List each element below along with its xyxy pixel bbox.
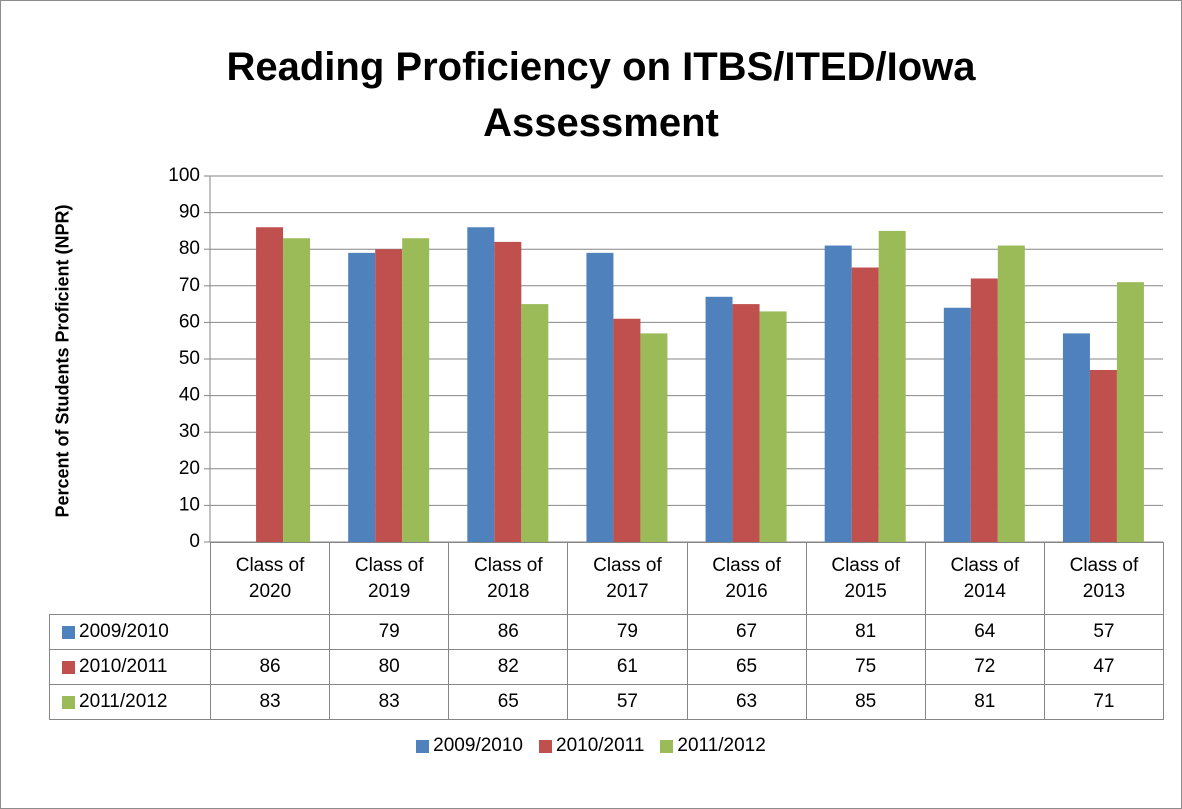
table-series-cell: 2009/2010 xyxy=(49,614,211,650)
legend: 2009/2010 2010/2011 2011/2012 xyxy=(1,729,1181,763)
category-cell: Class of 2016 xyxy=(686,542,807,615)
legend-swatch xyxy=(660,739,674,753)
bar xyxy=(732,304,760,542)
legend-label: 2010/2011 xyxy=(556,735,645,756)
bar xyxy=(759,311,787,542)
y-tick-label: 60 xyxy=(179,311,200,332)
table-value: 81 xyxy=(924,684,1045,720)
bar xyxy=(256,227,284,543)
table-value: 83 xyxy=(210,684,331,720)
category-cell: Class of 2015 xyxy=(805,542,926,615)
bar xyxy=(467,227,495,543)
bar xyxy=(283,238,311,542)
table-value: 79 xyxy=(329,614,450,650)
bar xyxy=(851,267,879,542)
table-value: 63 xyxy=(686,684,807,720)
bar xyxy=(402,238,430,542)
table-value: 67 xyxy=(686,614,807,650)
table-value: 79 xyxy=(567,614,688,650)
y-tick-label: 40 xyxy=(179,385,200,406)
legend-item: 2010/2011 xyxy=(539,733,644,759)
legend-swatch xyxy=(539,739,552,753)
y-axis-label: Percent of Students Proficient (NPR) xyxy=(52,204,73,518)
table-value: 71 xyxy=(1043,684,1164,720)
bar xyxy=(348,252,376,543)
y-tick-label: 30 xyxy=(179,421,200,442)
table-value: 65 xyxy=(686,649,807,685)
table-series-name: 2009/2010 xyxy=(79,621,169,642)
table-swatch xyxy=(62,625,75,639)
bar xyxy=(613,318,641,542)
y-tick-label: 0 xyxy=(189,531,200,552)
bar xyxy=(1062,333,1090,542)
table-series-cell: 2010/2011 xyxy=(49,649,211,685)
table-value: 65 xyxy=(448,684,569,720)
table-value: 61 xyxy=(567,649,688,685)
y-tick-label: 90 xyxy=(179,202,200,223)
category-cell: Class of 2019 xyxy=(329,542,450,615)
y-tick-label: 10 xyxy=(179,494,200,515)
y-tick-label: 50 xyxy=(179,348,200,369)
table-value: 72 xyxy=(924,649,1045,685)
chart-title: Reading Proficiency on ITBS/ITED/Iowa As… xyxy=(226,45,976,145)
bar xyxy=(824,245,852,543)
bar xyxy=(494,241,522,542)
bar xyxy=(1116,282,1144,542)
table-value: 83 xyxy=(329,684,450,720)
table-value: 81 xyxy=(805,614,926,650)
bar xyxy=(375,249,403,542)
table-value xyxy=(210,614,331,650)
table-swatch xyxy=(62,695,75,709)
category-cell: Class of 2018 xyxy=(448,542,569,615)
bar xyxy=(943,307,971,542)
table-value: 57 xyxy=(567,684,688,720)
y-tick-label: 70 xyxy=(179,275,200,296)
bar xyxy=(997,245,1025,543)
y-tick-label: 100 xyxy=(168,165,200,186)
category-cell: Class of 2014 xyxy=(924,542,1045,615)
table-value: 80 xyxy=(329,649,450,685)
legend-label: 2011/2012 xyxy=(677,735,766,756)
bar xyxy=(705,296,733,542)
table-series-name: 2010/2011 xyxy=(79,656,168,677)
table-swatch xyxy=(62,660,75,674)
table-value: 86 xyxy=(448,614,569,650)
table-value: 57 xyxy=(1043,614,1164,650)
table-series-cell: 2011/2012 xyxy=(49,684,211,720)
table-value: 82 xyxy=(448,649,569,685)
bar xyxy=(521,304,549,542)
y-tick-label: 80 xyxy=(179,238,200,259)
table-series-name: 2011/2012 xyxy=(79,691,168,712)
table-value: 85 xyxy=(805,684,926,720)
category-cell: Class of 2013 xyxy=(1043,542,1164,615)
legend-item: 2009/2010 xyxy=(416,733,523,759)
bar xyxy=(970,278,998,542)
category-cell: Class of 2020 xyxy=(210,542,331,615)
table-value: 64 xyxy=(924,614,1045,650)
legend-label: 2009/2010 xyxy=(433,735,523,756)
table-value: 47 xyxy=(1043,649,1164,685)
category-cell: Class of 2017 xyxy=(567,542,688,615)
bar xyxy=(640,333,668,542)
y-tick-label: 20 xyxy=(179,458,200,479)
table-value: 86 xyxy=(210,649,331,685)
legend-item: 2011/2012 xyxy=(660,733,766,759)
bar xyxy=(586,252,614,543)
bar xyxy=(878,230,906,542)
bar xyxy=(1089,369,1117,542)
table-value: 75 xyxy=(805,649,926,685)
legend-swatch xyxy=(416,739,430,753)
